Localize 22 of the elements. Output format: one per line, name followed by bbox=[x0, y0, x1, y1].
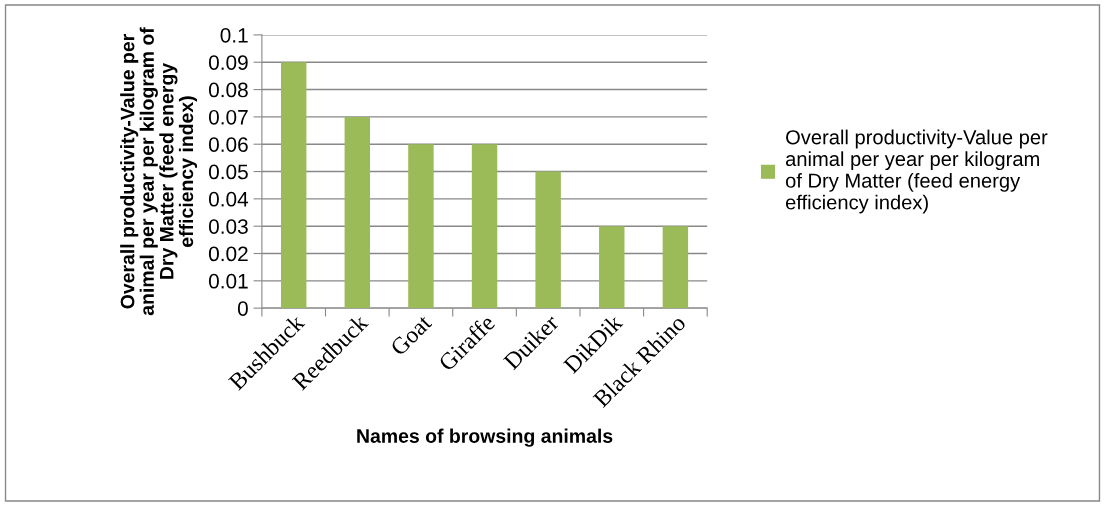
y-tick-label: 0.08 bbox=[208, 82, 248, 98]
y-tick-label: 0.03 bbox=[208, 219, 248, 234]
x-axis-title: Names of browsing animals bbox=[357, 428, 613, 447]
y-tick-label: 0.04 bbox=[208, 191, 249, 207]
bar bbox=[344, 116, 371, 309]
y-tick-label: 0.01 bbox=[208, 273, 248, 289]
y-tick-label: 0.09 bbox=[208, 55, 248, 70]
y-tick-label: 0.02 bbox=[208, 246, 248, 262]
y-axis-title: Overall productivity-Value per animal per year per kilogram of Dry Matter (feed energy efficiency index) bbox=[120, 27, 198, 316]
bar bbox=[471, 144, 498, 309]
legend-label: Overall productivity-Value per animal per year per kilogram of Dry Matter (feed energy efficiency index) bbox=[785, 129, 1048, 214]
bar bbox=[408, 144, 434, 309]
x-tick-label: Goat bbox=[389, 313, 433, 357]
bar bbox=[662, 226, 689, 309]
y-tick-label: 0.1 bbox=[220, 27, 248, 43]
bar bbox=[599, 226, 625, 309]
bar bbox=[535, 171, 561, 309]
y-tick-label: 0.07 bbox=[208, 109, 248, 125]
y-tick-label: 0 bbox=[237, 301, 248, 316]
y-tick-label: 0.06 bbox=[208, 137, 248, 152]
bar bbox=[280, 62, 307, 309]
y-tick-label: 0.05 bbox=[208, 164, 248, 180]
